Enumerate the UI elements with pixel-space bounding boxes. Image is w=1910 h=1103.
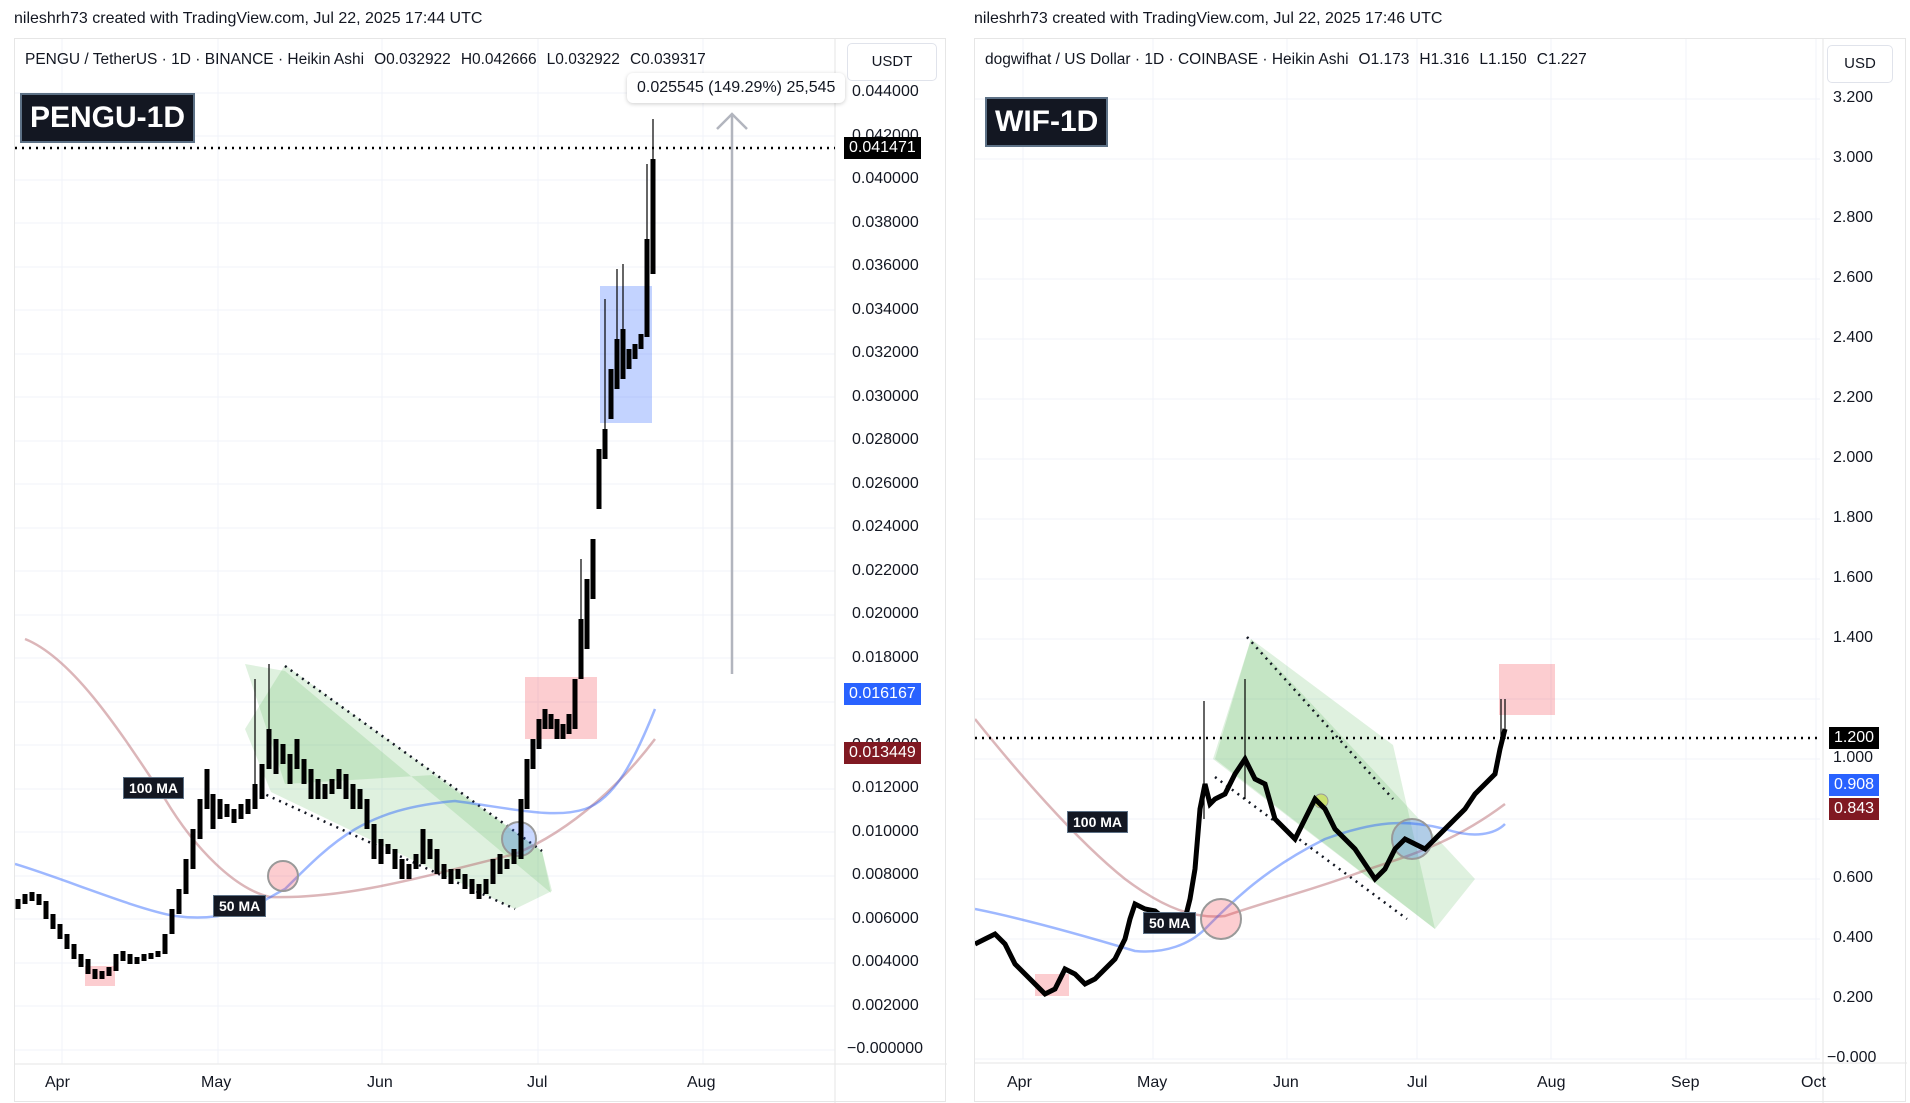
left-close: C0.039317 — [629, 51, 706, 68]
ma50-label: 50 MA — [213, 895, 267, 917]
ma50-line — [15, 708, 657, 919]
right-high: H1.316 — [1419, 51, 1470, 68]
candles — [975, 728, 1508, 998]
right-open: O1.173 — [1358, 51, 1410, 68]
left-chart-panel: PENGU / TetherUS · 1D · BINANCE · Heikin… — [14, 38, 947, 1103]
right-symbol: dogwifhat / US Dollar · 1D · COINBASE · … — [985, 51, 1349, 68]
right-chart-canvas[interactable] — [975, 39, 1907, 1103]
right-low: L1.150 — [1479, 51, 1527, 68]
left-currency-button[interactable]: USDT — [847, 43, 937, 81]
measure-tooltip: 0.025545 (149.29%) 25,545 — [627, 73, 846, 103]
ma100-line — [975, 718, 1506, 918]
ma100-price-label: 0.843 — [1829, 798, 1880, 820]
left-chart-canvas[interactable] — [15, 39, 947, 1103]
right-close: C1.227 — [1536, 51, 1587, 68]
left-symbol-legend: PENGU / TetherUS · 1D · BINANCE · Heikin… — [25, 51, 716, 69]
ma50-price-label: 0.016167 — [844, 683, 921, 705]
left-symbol: PENGU / TetherUS · 1D · BINANCE · Heikin… — [25, 51, 365, 68]
falling-wedge — [245, 664, 551, 893]
ma100-label: 100 MA — [123, 777, 185, 799]
ma100-label: 100 MA — [1067, 811, 1129, 833]
left-low: L0.032922 — [546, 51, 620, 68]
blue-box — [600, 286, 652, 423]
right-symbol-legend: dogwifhat / US Dollar · 1D · COINBASE · … — [985, 51, 1597, 69]
ma100-line — [24, 637, 656, 899]
last-price-label: 1.200 — [1829, 727, 1880, 749]
left-chart-credit: nileshrh73 created with TradingView.com,… — [14, 10, 483, 27]
falling-wedge — [1215, 639, 1475, 929]
right-chart-credit: nileshrh73 created with TradingView.com,… — [974, 10, 1443, 27]
breakout-circle — [1391, 818, 1433, 860]
candles — [15, 159, 656, 979]
golden-cross-circle — [267, 860, 299, 892]
golden-cross-circle — [1200, 898, 1242, 940]
left-title-badge: PENGU-1D — [20, 93, 196, 143]
ma100-price-label: 0.013449 — [844, 742, 921, 764]
left-open: O0.032922 — [374, 51, 451, 68]
last-price-label: 0.041471 — [844, 137, 921, 159]
ma50-label: 50 MA — [1143, 912, 1197, 934]
right-title-badge: WIF-1D — [985, 97, 1109, 147]
ma50-price-label: 0.908 — [1829, 774, 1880, 796]
red-box-resistance — [1499, 664, 1555, 715]
right-chart-panel: dogwifhat / US Dollar · 1D · COINBASE · … — [974, 38, 1907, 1103]
left-high: H0.042666 — [460, 51, 537, 68]
right-currency-button[interactable]: USD — [1827, 45, 1893, 83]
